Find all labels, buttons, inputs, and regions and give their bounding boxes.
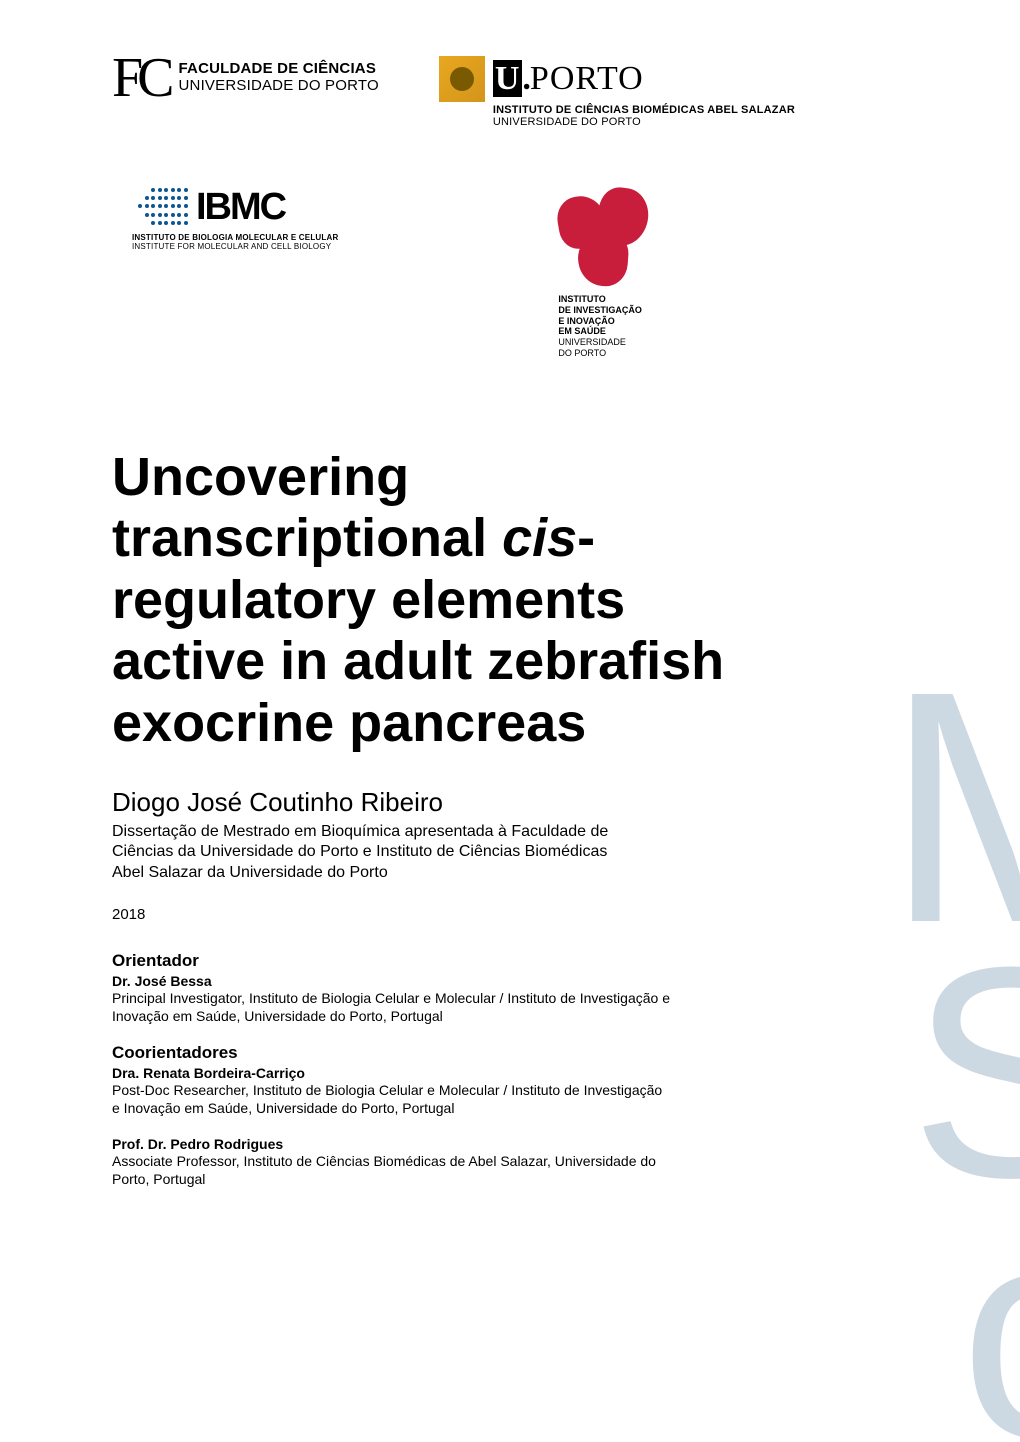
ibmc-main: IBMC bbox=[132, 186, 285, 229]
title-part1: Uncovering transcriptional bbox=[112, 447, 502, 569]
ibmc-subtitle: INSTITUTO DE BIOLOGIA MOLECULAR E CELULA… bbox=[132, 233, 338, 251]
i3s-l4: EM SAÚDE bbox=[558, 326, 642, 337]
page-root: FC FACULDADE DE CIÊNCIAS UNIVERSIDADE DO… bbox=[0, 0, 1020, 1442]
i3s-l5: UNIVERSIDADE bbox=[558, 337, 642, 348]
fc-logo: FC FACULDADE DE CIÊNCIAS UNIVERSIDADE DO… bbox=[112, 56, 379, 101]
ibmc-dots-icon bbox=[132, 188, 188, 228]
i3s-l1: INSTITUTO bbox=[558, 294, 642, 305]
uporto-dot: . bbox=[522, 60, 530, 97]
fc-line2: UNIVERSIDADE DO PORTO bbox=[179, 77, 379, 94]
thesis-title: Uncovering transcriptional cis-regulator… bbox=[112, 447, 752, 755]
coorientador2-name: Prof. Dr. Pedro Rodrigues bbox=[112, 1136, 960, 1152]
uporto-rest: PORTO bbox=[530, 60, 644, 97]
ibmc-wordmark: IBMC bbox=[196, 186, 285, 229]
fc-line1: FACULDADE DE CIÊNCIAS bbox=[179, 60, 379, 77]
watermark-c: c bbox=[960, 1182, 1020, 1442]
uporto-wordmark: U.PORTO bbox=[493, 60, 644, 98]
icbas-text: INSTITUTO DE CIÊNCIAS BIOMÉDICAS ABEL SA… bbox=[493, 104, 795, 128]
ibmc-sub-en: INSTITUTE FOR MOLECULAR AND CELL BIOLOGY bbox=[132, 242, 338, 251]
thesis-year: 2018 bbox=[112, 906, 960, 923]
i3s-l3: E INOVAÇÃO bbox=[558, 316, 642, 327]
fc-monogram-icon: FC bbox=[112, 56, 169, 101]
logo-row-mid: IBMC INSTITUTO DE BIOLOGIA MOLECULAR E C… bbox=[132, 186, 960, 359]
i3s-graphic-icon bbox=[558, 186, 648, 286]
uporto-crest-icon bbox=[439, 56, 485, 102]
orientador-name: Dr. José Bessa bbox=[112, 973, 960, 989]
uporto-u: U bbox=[493, 60, 523, 97]
uporto-logo: U.PORTO INSTITUTO DE CIÊNCIAS BIOMÉDICAS… bbox=[439, 56, 795, 128]
coorientador1-role: Post-Doc Researcher, Instituto de Biolog… bbox=[112, 1081, 672, 1117]
uporto-main: U.PORTO bbox=[439, 56, 795, 102]
i3s-subtitle: INSTITUTO DE INVESTIGAÇÃO E INOVAÇÃO EM … bbox=[558, 294, 642, 359]
i3s-l6: DO PORTO bbox=[558, 348, 642, 359]
logo-row-top: FC FACULDADE DE CIÊNCIAS UNIVERSIDADE DO… bbox=[112, 56, 960, 128]
orientador-role: Principal Investigator, Instituto de Bio… bbox=[112, 989, 672, 1025]
thesis-subtitle: Dissertação de Mestrado em Bioquímica ap… bbox=[112, 822, 642, 884]
icbas-line1: INSTITUTO DE CIÊNCIAS BIOMÉDICAS ABEL SA… bbox=[493, 104, 795, 116]
i3s-logo: INSTITUTO DE INVESTIGAÇÃO E INOVAÇÃO EM … bbox=[558, 186, 648, 359]
author-name: Diogo José Coutinho Ribeiro bbox=[112, 787, 960, 818]
coorientador1-name: Dra. Renata Bordeira-Carriço bbox=[112, 1065, 960, 1081]
icbas-line2: UNIVERSIDADE DO PORTO bbox=[493, 116, 795, 128]
ibmc-logo: IBMC INSTITUTO DE BIOLOGIA MOLECULAR E C… bbox=[132, 186, 338, 251]
ibmc-sub-pt: INSTITUTO DE BIOLOGIA MOLECULAR E CELULA… bbox=[132, 233, 338, 242]
title-italic: cis bbox=[502, 508, 577, 568]
orientador-heading: Orientador bbox=[112, 951, 960, 971]
fc-logo-text: FACULDADE DE CIÊNCIAS UNIVERSIDADE DO PO… bbox=[179, 56, 379, 94]
i3s-l2: DE INVESTIGAÇÃO bbox=[558, 305, 642, 316]
coorientador2-role: Associate Professor, Instituto de Ciênci… bbox=[112, 1152, 672, 1188]
coorientadores-heading: Coorientadores bbox=[112, 1043, 960, 1063]
